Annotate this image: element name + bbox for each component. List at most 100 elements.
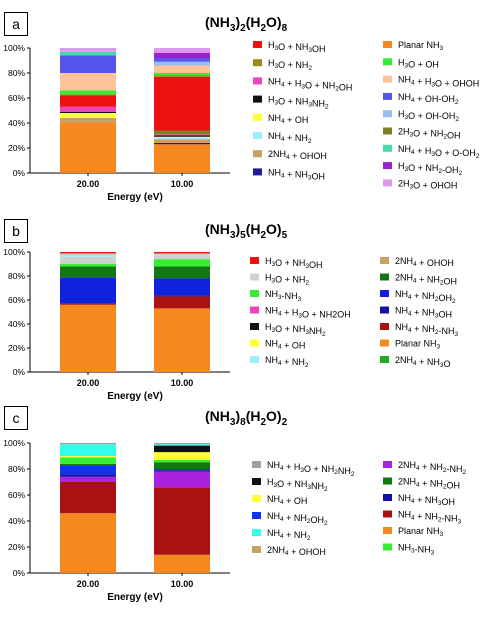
bar-segment: [60, 444, 116, 456]
bar-segment: [60, 264, 116, 267]
y-tick-label: 40%: [8, 319, 25, 329]
bar-segment: [154, 296, 210, 309]
bar-segment: [60, 463, 116, 466]
legend-label: NH4 + NH2OH2: [395, 289, 456, 305]
x-axis-label: Energy (eV): [107, 592, 163, 603]
bar-segment: [60, 118, 116, 123]
chart-title: (NH3)8(H2O)2: [205, 408, 288, 428]
bar-segment: [154, 462, 210, 469]
y-tick-label: 20%: [8, 542, 25, 552]
legend-label: NH4 + H3O + OHOH: [398, 75, 479, 89]
bar-segment: [60, 256, 116, 264]
legend-swatch: [380, 339, 389, 347]
bar-segment: [154, 445, 210, 453]
y-tick-label: 40%: [8, 118, 25, 128]
bar-segment: [154, 266, 210, 279]
legend-label: NH3-NH3: [265, 289, 302, 303]
legend-swatch: [383, 110, 392, 118]
bar-segment: [154, 253, 210, 255]
bar-segment: [60, 90, 116, 95]
legend-label: NH4 + NH2: [267, 528, 311, 542]
bar-segment: [60, 252, 116, 254]
bar-segment: [60, 111, 116, 113]
y-tick-label: 80%: [8, 464, 25, 474]
bar-segment: [60, 106, 116, 112]
bar-segment: [154, 48, 210, 53]
x-tick-label: 20.00: [77, 378, 100, 388]
bar-segment: [60, 266, 116, 278]
legend-swatch: [380, 356, 389, 363]
legend-label: H3O + NH2: [265, 273, 309, 287]
bar-segment: [154, 134, 210, 136]
legend-swatch: [383, 75, 392, 83]
legend-label: H3O + NH2: [268, 58, 312, 72]
y-tick-label: 60%: [8, 295, 25, 305]
legend-label: H3O + NH3NH2: [265, 322, 326, 338]
legend-label: 2NH4 + NH2OH: [398, 477, 460, 491]
panel-label: c: [4, 406, 28, 430]
legend-label: NH4 + NH2-NH3: [395, 322, 459, 338]
legend-swatch: [250, 273, 259, 281]
bar-segment: [154, 308, 210, 372]
bar-segment: [60, 123, 116, 173]
y-tick-label: 60%: [8, 490, 25, 500]
bar-segment: [60, 95, 116, 107]
legend-label: 2H3O + NH2OH: [398, 127, 461, 141]
bar-segment: [60, 513, 116, 573]
legend-swatch: [383, 461, 392, 468]
bar-segment: [154, 459, 210, 463]
legend-swatch: [250, 290, 259, 297]
legend-label: NH4 + H3O + NH2NH2: [267, 460, 355, 478]
legend-label: 2NH4 + NH3O: [395, 355, 451, 369]
legend-label: Planar NH3: [398, 40, 444, 52]
legend-label: NH4 + NH2OH2: [267, 511, 328, 527]
x-tick-label: 20.00: [77, 179, 100, 189]
legend-swatch: [383, 543, 392, 551]
legend-label: 2NH4 + OHOH: [267, 545, 326, 557]
legend-swatch: [252, 478, 261, 485]
legend-swatch: [383, 477, 392, 485]
bar-segment: [154, 61, 210, 66]
legend-label: NH4 + NH2-NH3: [398, 510, 462, 526]
chart-svg: 0% 20% 40% 60% 80% 100% 20.00 10.00 Energy (eV) H…: [3, 247, 459, 402]
legend-label: NH4 + NH3OH: [398, 493, 455, 507]
legend-label: NH4 + H3O + O-OH2: [398, 144, 480, 160]
bar-segment: [60, 304, 116, 372]
legend-swatch: [383, 162, 392, 170]
bar-segment: [60, 457, 116, 464]
bar-segment: [60, 456, 116, 458]
bar-segment: [154, 470, 210, 472]
legend-swatch: [380, 257, 389, 264]
bar-segment: [154, 138, 210, 140]
bar-segment: [60, 474, 116, 477]
bar-segment: [154, 252, 210, 254]
legend-label: H3O + NH2-OH2: [398, 161, 463, 177]
legend-label: H3O + OH: [398, 57, 439, 69]
bar-segment: [154, 135, 210, 137]
legend-label: H3O + NH3OH: [268, 40, 326, 54]
bar-segment: [60, 94, 116, 96]
legend-label: NH4 + OH-OH2: [398, 92, 459, 106]
legend-swatch: [383, 527, 392, 534]
legend-swatch: [252, 546, 261, 553]
legend-label: NH4 + NH3OH: [395, 306, 452, 320]
chart-panel-c: c (NH3)8(H2O)2 0% 20% 40% 60% 80% 100% 20.00 10.0…: [0, 403, 498, 608]
legend-label: 2NH4 + NH2OH: [395, 273, 457, 287]
bar-segment: [154, 73, 210, 76]
legend-label: 2NH4 + NH2-NH2: [398, 460, 467, 476]
bar-segment: [154, 53, 210, 58]
legend-swatch: [383, 144, 392, 152]
legend-label: NH4 + OH: [267, 494, 307, 506]
y-tick-label: 100%: [3, 43, 25, 53]
legend-swatch: [253, 113, 262, 121]
legend-swatch: [380, 290, 389, 297]
chart-svg: 0% 20% 40% 60% 80% 100% 20.00 10.00 Energy (eV) N…: [3, 438, 467, 603]
legend-swatch: [252, 512, 261, 519]
bar-segment: [60, 254, 116, 257]
bar-segment: [154, 469, 210, 471]
legend-swatch: [252, 461, 261, 468]
legend-swatch: [380, 323, 389, 330]
legend-swatch: [383, 127, 392, 135]
x-tick-label: 10.00: [171, 579, 194, 589]
legend-swatch: [380, 306, 389, 314]
